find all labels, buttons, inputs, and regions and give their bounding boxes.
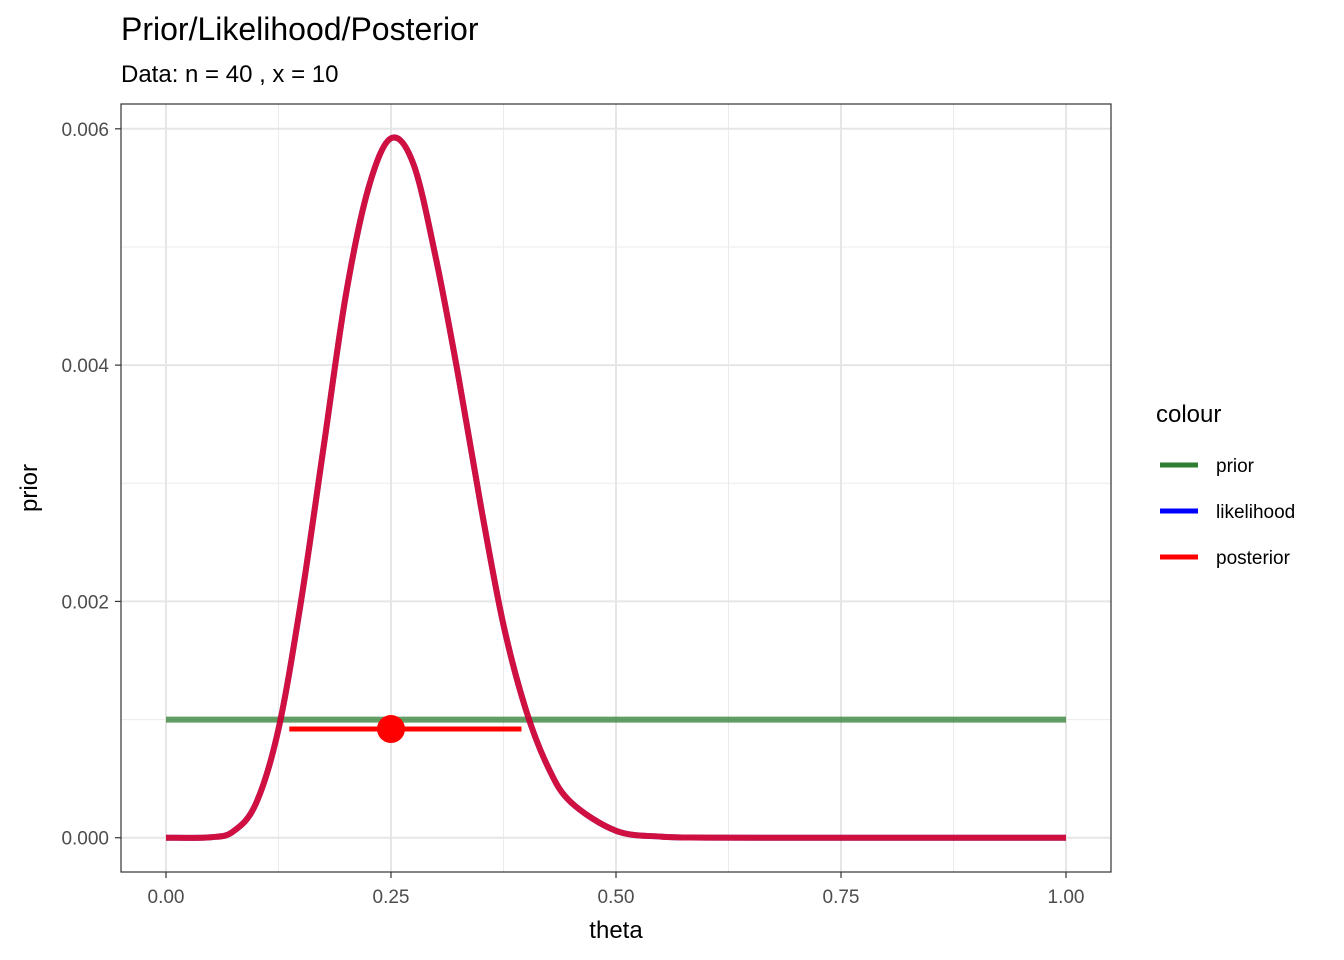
series-line-posterior <box>165 134 1066 841</box>
series-layer <box>165 134 1066 841</box>
y-tick-label: 0.006 <box>61 120 109 141</box>
x-axis-title: theta <box>589 917 643 944</box>
x-tick-label: 0.00 <box>148 887 185 908</box>
x-tick-label: 0.75 <box>823 887 860 908</box>
legend-label-posterior: posterior <box>1216 548 1291 569</box>
y-axis: 0.000 0.002 0.004 0.006 <box>61 120 121 850</box>
x-tick-label: 1.00 <box>1048 887 1085 908</box>
x-tick-label: 0.25 <box>373 887 410 908</box>
posterior-point-estimate <box>377 715 405 744</box>
x-tick-label: 0.50 <box>598 887 635 908</box>
interval-layer <box>289 715 522 744</box>
legend-label-prior: prior <box>1216 456 1255 477</box>
y-tick-label: 0.004 <box>61 356 109 377</box>
y-tick-label: 0.002 <box>61 592 109 613</box>
legend-title: colour <box>1156 401 1221 428</box>
x-axis: 0.00 0.25 0.50 0.75 1.00 <box>148 872 1085 908</box>
legend-entries: prior likelihood posterior <box>1160 456 1295 569</box>
legend-label-likelihood: likelihood <box>1216 502 1295 523</box>
chart-subtitle: Data: n = 40 , x = 10 <box>121 61 338 88</box>
legend: colour prior likelihood posterior <box>1156 401 1295 569</box>
chart-title: Prior/Likelihood/Posterior <box>121 11 479 47</box>
y-tick-label: 0.000 <box>61 829 109 850</box>
y-axis-title: prior <box>16 464 43 512</box>
